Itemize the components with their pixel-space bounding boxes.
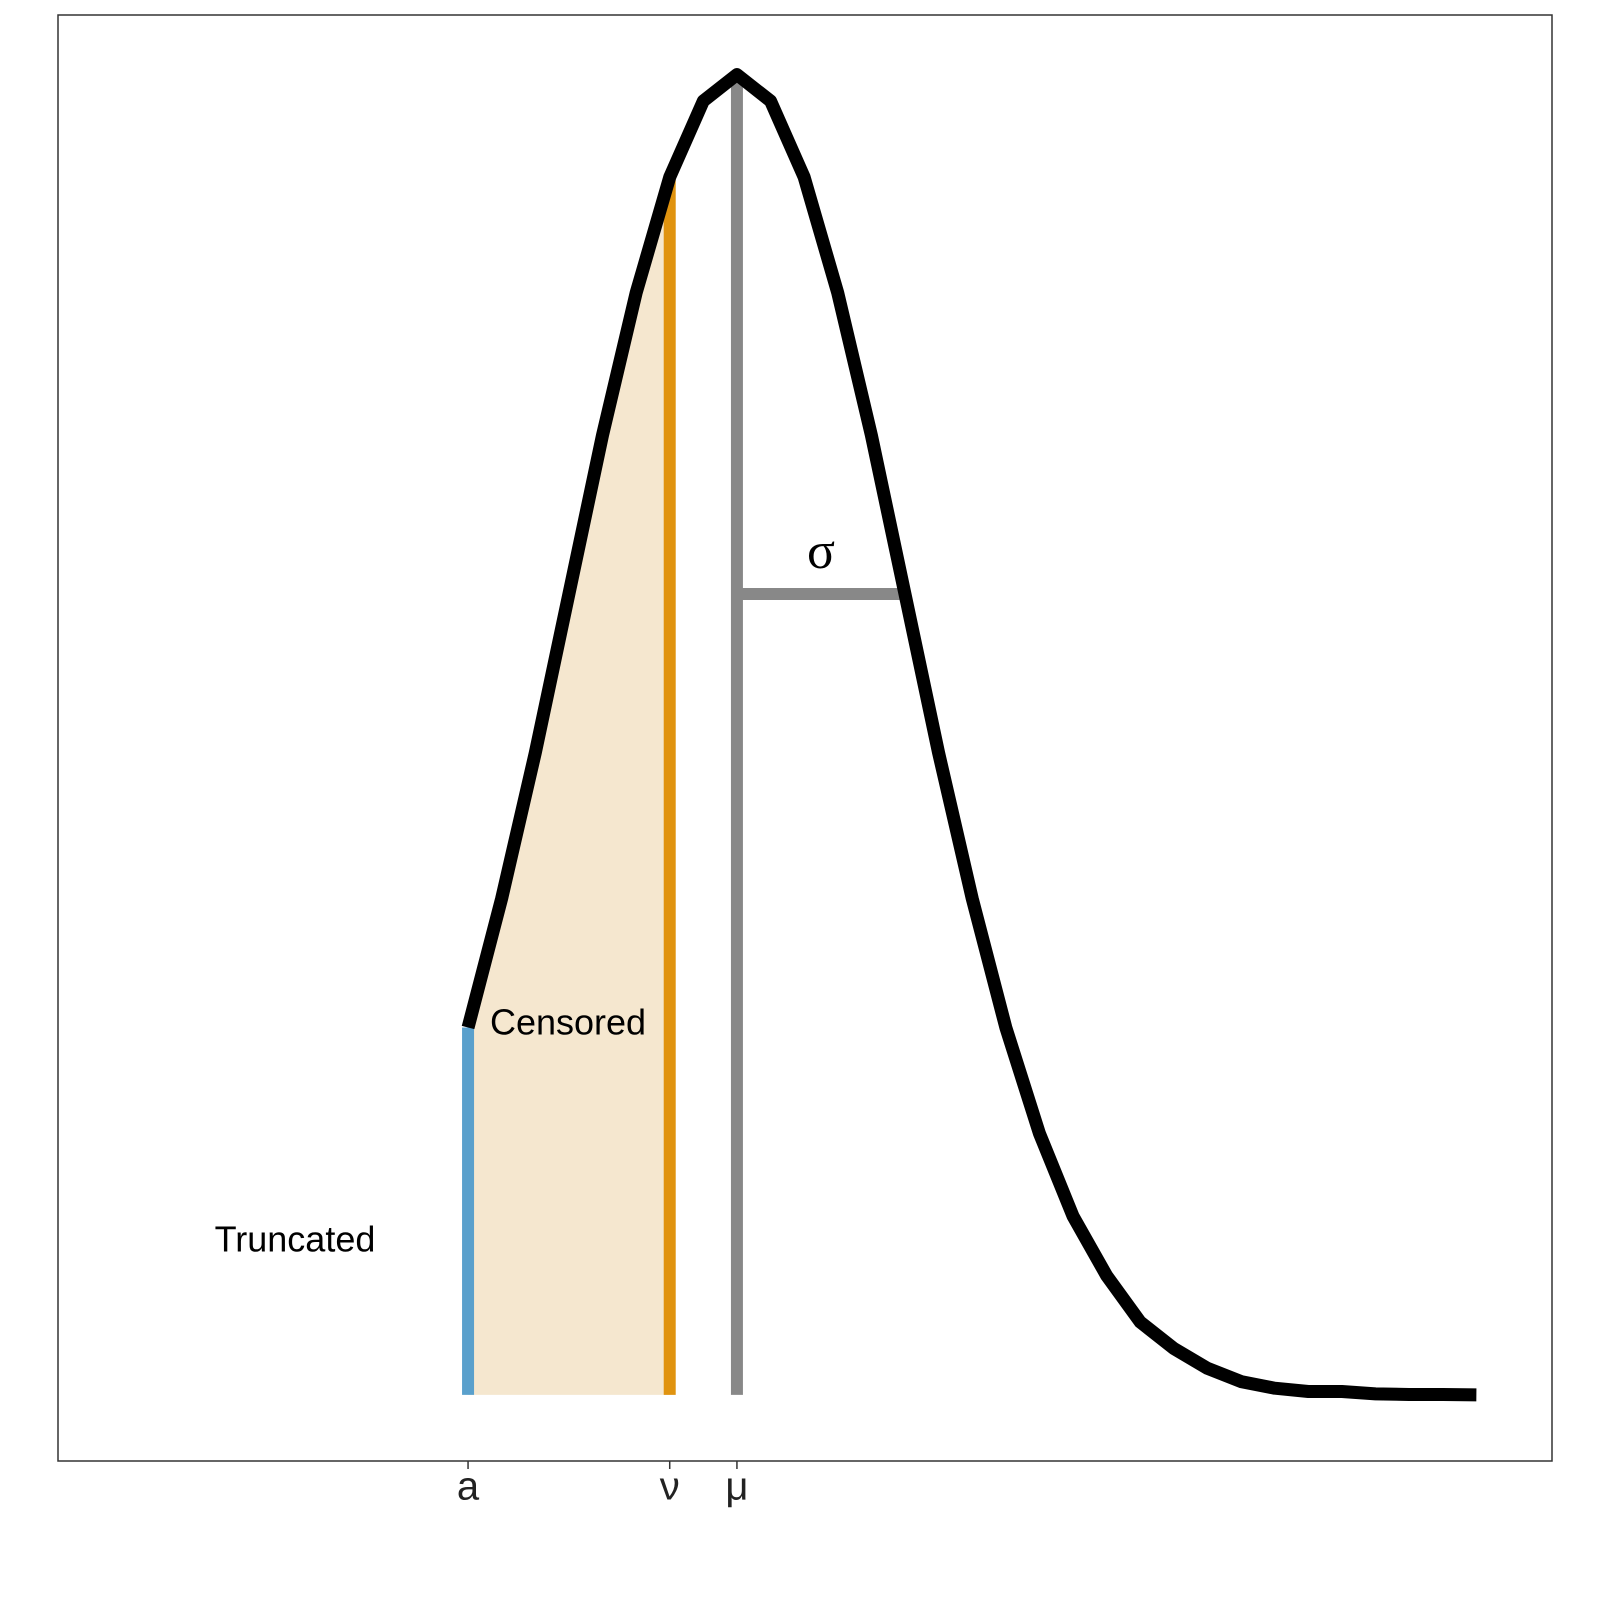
x-tick-label: μ <box>725 1465 748 1509</box>
sigma-label: σ <box>807 523 835 580</box>
x-tick-label: ν <box>660 1465 680 1509</box>
annotation: Truncated <box>215 1219 376 1260</box>
density-curve <box>461 68 1477 1402</box>
x-tick-label: a <box>457 1465 480 1509</box>
annotation: Censored <box>490 1002 646 1043</box>
plot-frame <box>57 14 1553 1462</box>
censored-area <box>468 177 670 1395</box>
